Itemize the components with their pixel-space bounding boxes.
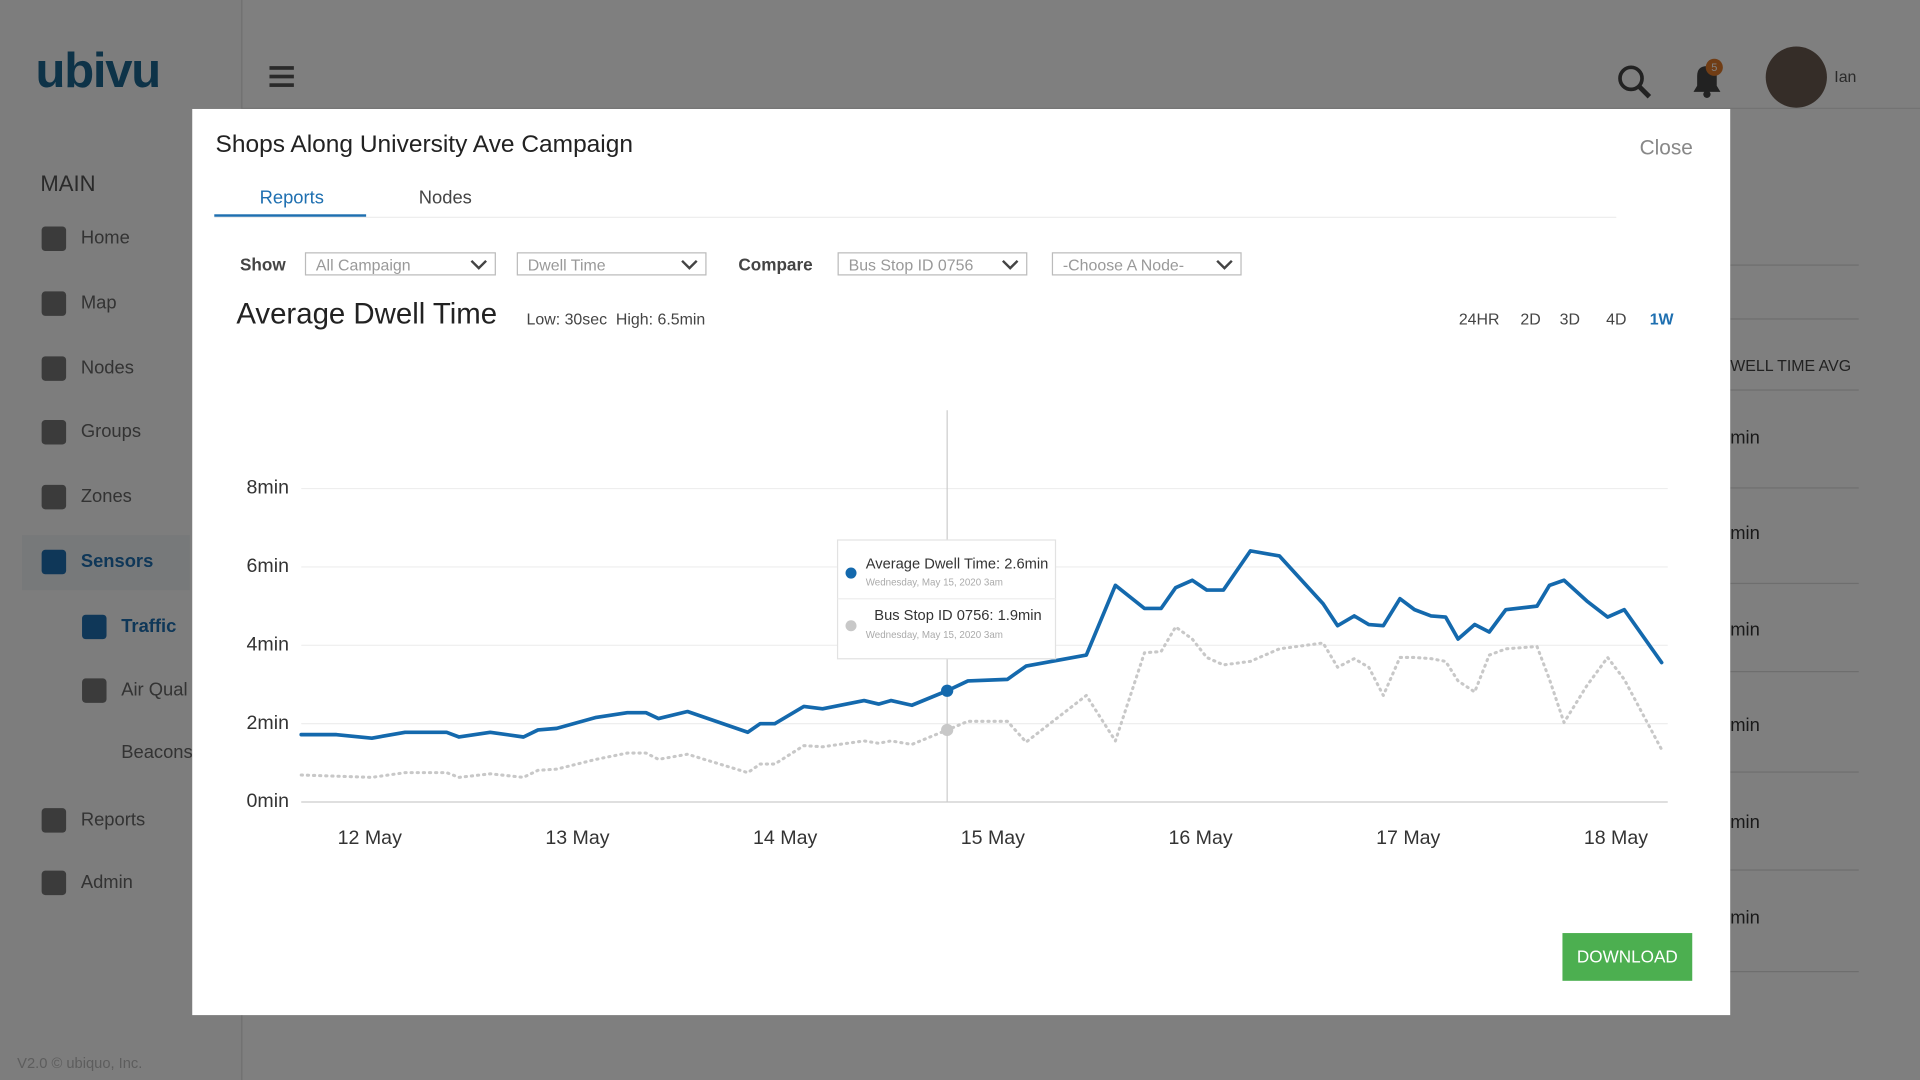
dropdown-value: All Campaign xyxy=(315,255,411,275)
dropdown[interactable]: -Choose A Node- xyxy=(1051,252,1242,276)
tooltip-text: Bus Stop ID 0756: 1.9min xyxy=(874,608,1041,624)
close-button[interactable]: Close xyxy=(1639,135,1693,160)
tab[interactable]: Reports xyxy=(259,187,324,209)
dropdown-value: Dwell Time xyxy=(527,255,606,275)
range-button[interactable]: 24HR xyxy=(1458,309,1500,329)
x-tick-label: 13 May xyxy=(545,827,609,849)
y-tick-label: 6min xyxy=(247,555,289,577)
x-tick-label: 12 May xyxy=(338,827,402,849)
tooltip-date: Wednesday, May 15, 2020 3am xyxy=(866,630,1003,641)
chart-title: Average Dwell Time xyxy=(236,297,498,331)
modal-title: Shops Along University Ave Campaign xyxy=(215,131,633,158)
active-point xyxy=(941,723,954,737)
filter-label: Compare xyxy=(738,254,813,275)
dropdown-value: Bus Stop ID 0756 xyxy=(848,255,974,275)
range-button[interactable]: 2D xyxy=(1520,309,1541,329)
tooltip-date: Wednesday, May 15, 2020 3am xyxy=(866,577,1003,588)
tab-underline xyxy=(214,214,367,217)
x-tick-label: 15 May xyxy=(961,827,1025,849)
line-series xyxy=(299,549,1664,741)
range-button[interactable]: 1W xyxy=(1649,309,1674,329)
x-tick-label: 17 May xyxy=(1376,827,1440,849)
dropdown[interactable]: Dwell Time xyxy=(516,252,707,276)
tooltip-swatch xyxy=(845,620,857,632)
dropdown-value: -Choose A Node- xyxy=(1062,255,1185,275)
tab-divider xyxy=(214,216,1617,218)
y-tick-label: 0min xyxy=(247,790,289,812)
dropdown[interactable]: All Campaign xyxy=(304,252,496,276)
y-tick-label: 8min xyxy=(247,477,289,499)
x-tick-label: 14 May xyxy=(753,827,817,849)
x-tick-label: 18 May xyxy=(1584,827,1648,849)
active-point xyxy=(941,684,954,697)
tooltip-swatch xyxy=(845,567,857,579)
range-button[interactable]: 4D xyxy=(1606,309,1627,329)
range-button[interactable]: 3D xyxy=(1559,309,1580,329)
chart-subtitle: Low: 30sec High: 6.5min xyxy=(526,309,706,329)
line-series xyxy=(299,625,1664,779)
tab[interactable]: Nodes xyxy=(418,187,472,209)
y-tick-label: 4min xyxy=(247,633,289,655)
x-tick-label: 16 May xyxy=(1168,827,1232,849)
download-button[interactable]: DOWNLOAD xyxy=(1562,933,1693,981)
tooltip-text: Average Dwell Time: 2.6min xyxy=(866,556,1049,572)
y-tick-label: 2min xyxy=(247,712,289,734)
dropdown[interactable]: Bus Stop ID 0756 xyxy=(837,252,1028,276)
filter-label: Show xyxy=(240,254,286,275)
